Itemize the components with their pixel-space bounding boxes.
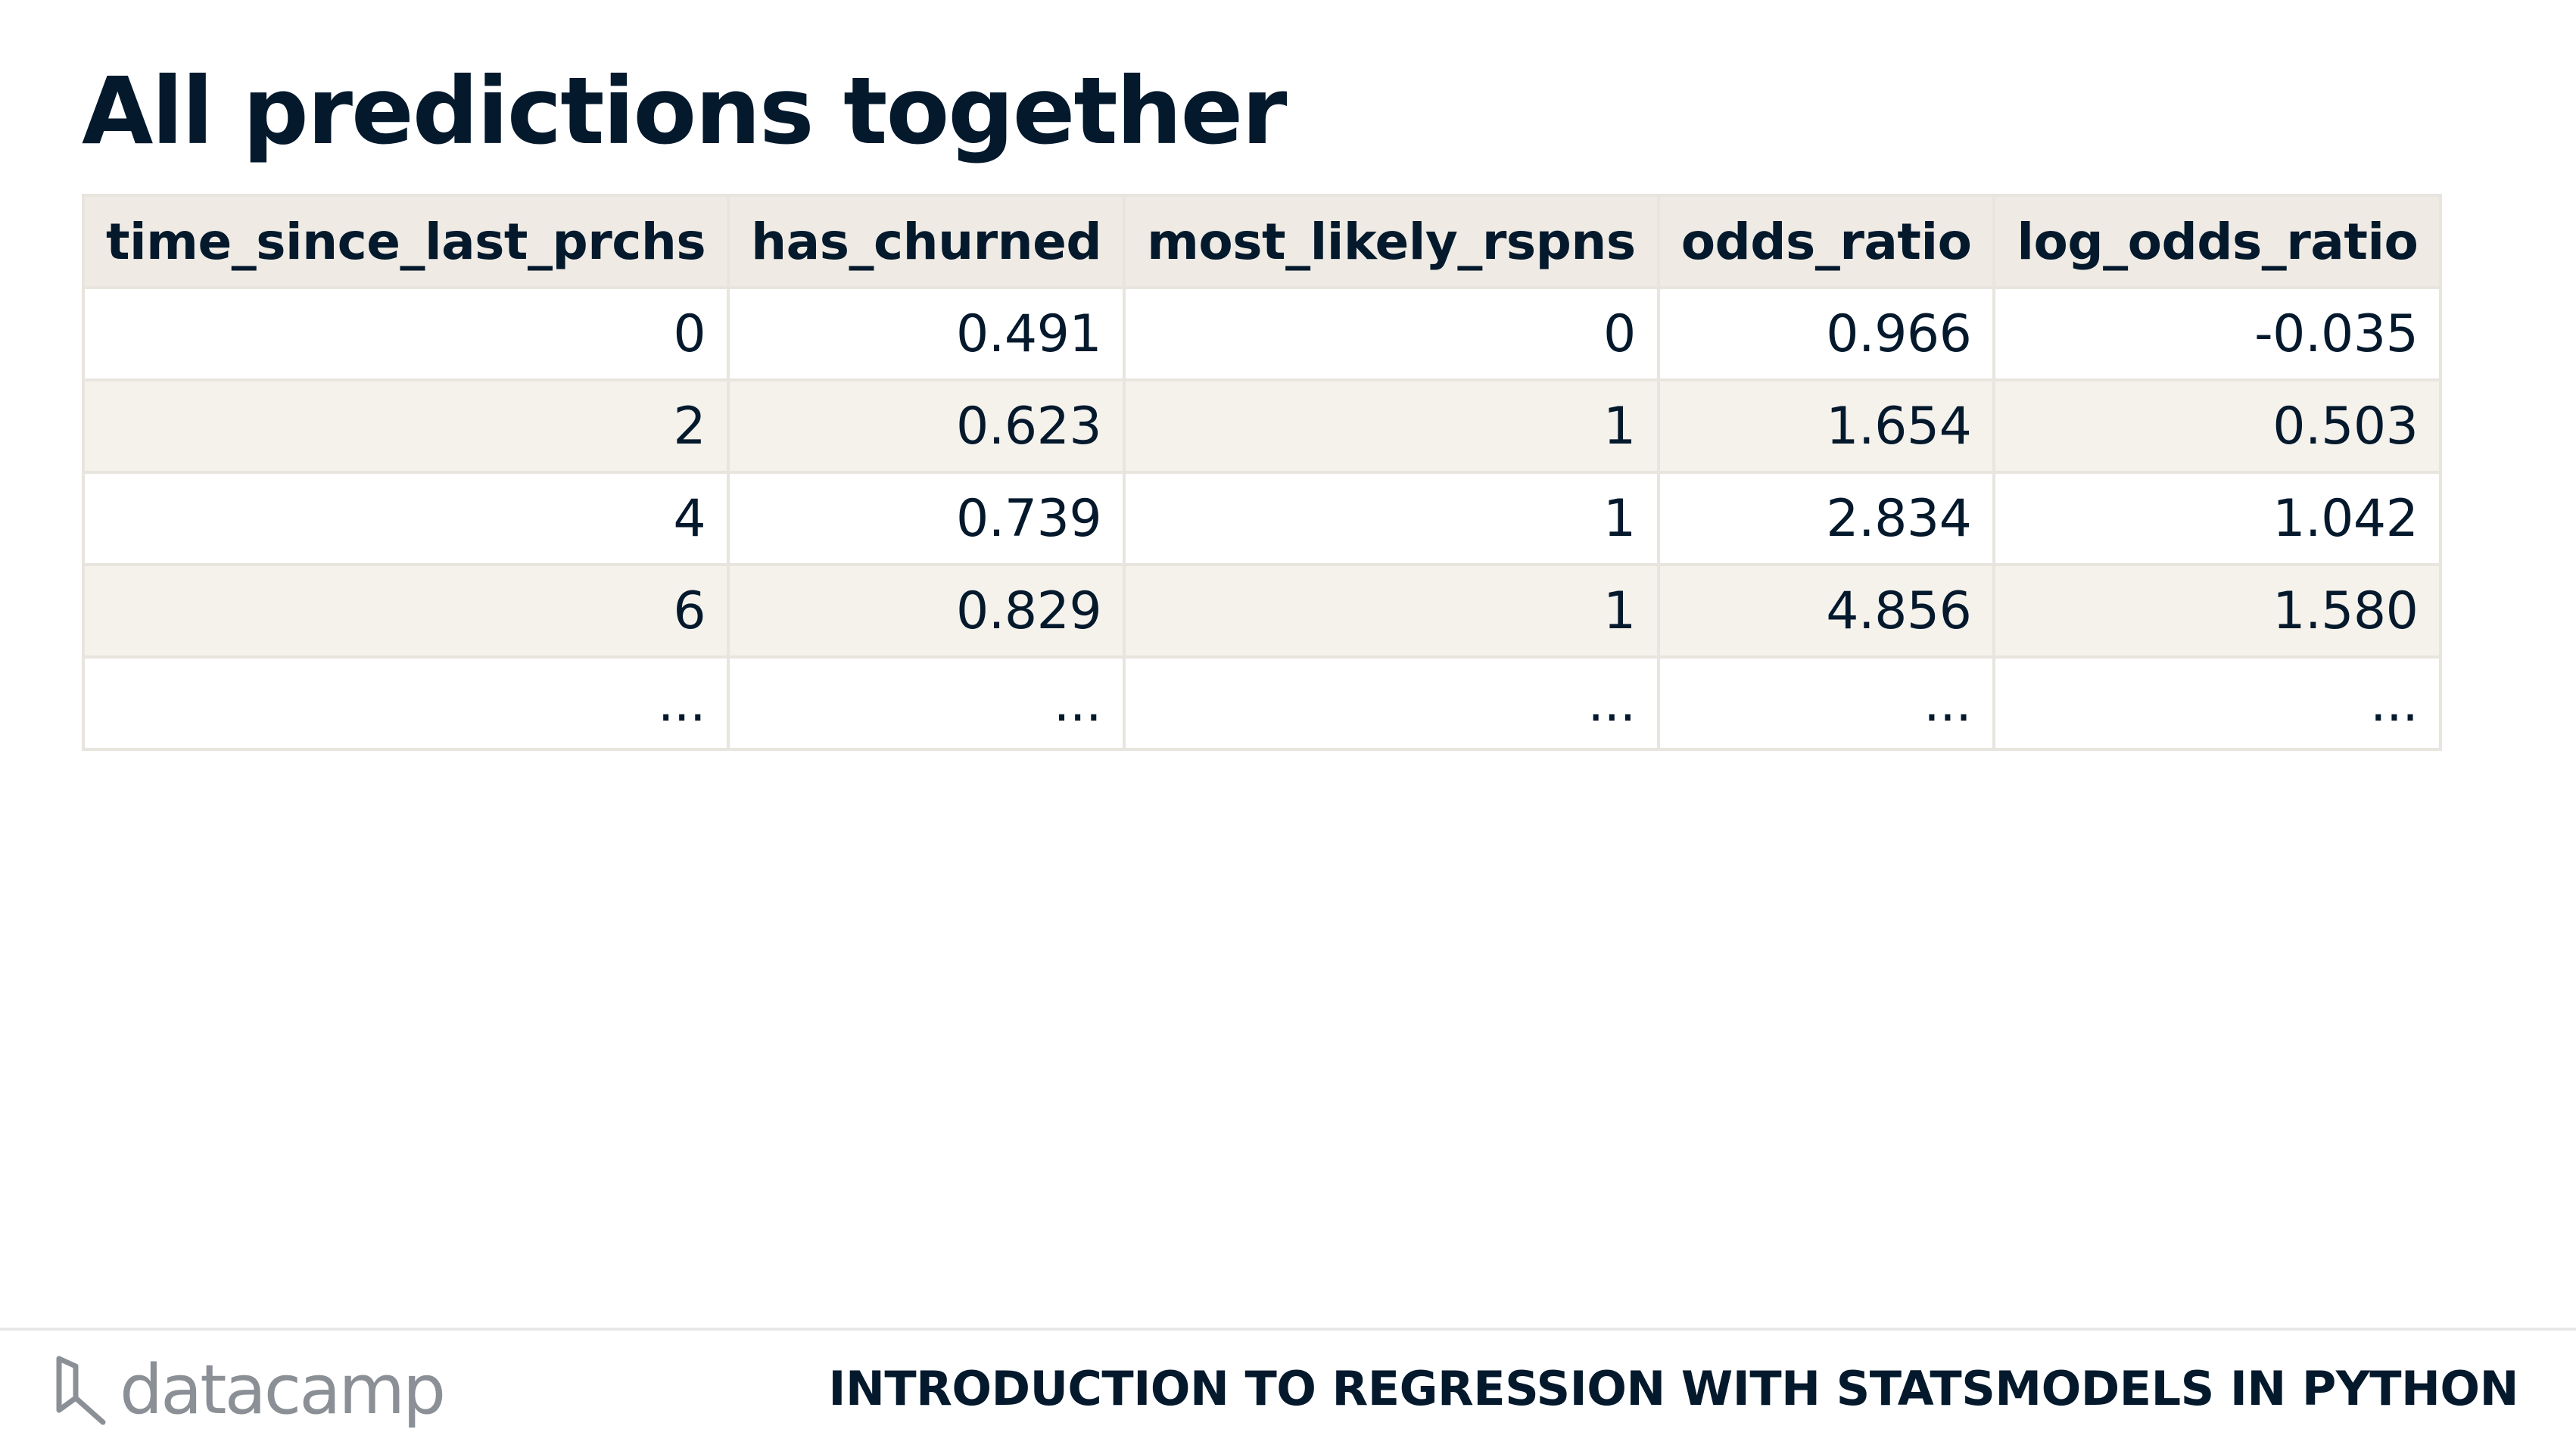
column-header-log-odds-ratio: log_odds_ratio	[1992, 194, 2443, 289]
table-cell: 4	[81, 471, 730, 566]
table-cell: 0.491	[727, 286, 1126, 381]
table-cell: 1	[1123, 471, 1660, 566]
slide-title: All predictions together	[82, 58, 1287, 165]
table-row: 6 0.829 1 4.856 1.580	[81, 563, 2443, 659]
table-cell: 1.654	[1656, 378, 1996, 474]
table-cell: ...	[1123, 655, 1660, 751]
datacamp-logo-icon	[56, 1356, 106, 1425]
datacamp-logo: datacamp	[53, 1349, 446, 1432]
column-header-time-since-last-prchs: time_since_last_prchs	[81, 194, 730, 289]
predictions-table-container: time_since_last_prchs has_churned most_l…	[81, 194, 2443, 751]
table-row: 0 0.491 0 0.966 -0.035	[81, 286, 2443, 381]
table-row-ellipsis: ... ... ... ... ...	[81, 655, 2443, 751]
table-cell: 0.829	[727, 563, 1126, 659]
table-cell: 0	[81, 286, 730, 381]
course-title: INTRODUCTION TO REGRESSION WITH STATSMOD…	[828, 1361, 2518, 1416]
table-cell: 0.623	[727, 378, 1126, 474]
column-header-odds-ratio: odds_ratio	[1656, 194, 1996, 289]
table-cell: 2.834	[1656, 471, 1996, 566]
table-cell: 1.580	[1992, 563, 2443, 659]
table-cell: ...	[81, 655, 730, 751]
table-cell: 1.042	[1992, 471, 2443, 566]
table-row: 4 0.739 1 2.834 1.042	[81, 471, 2443, 566]
table-cell: 1	[1123, 378, 1660, 474]
datacamp-wordmark: datacamp	[120, 1350, 446, 1430]
table-header-row: time_since_last_prchs has_churned most_l…	[81, 194, 2443, 289]
column-header-has-churned: has_churned	[727, 194, 1126, 289]
table-cell: 1	[1123, 563, 1660, 659]
table-cell: 0.503	[1992, 378, 2443, 474]
table-cell: ...	[1656, 655, 1996, 751]
table-cell: 4.856	[1656, 563, 1996, 659]
table-cell: 0.966	[1656, 286, 1996, 381]
table-cell: -0.035	[1992, 286, 2443, 381]
table-cell: 0.739	[727, 471, 1126, 566]
table-cell: ...	[727, 655, 1126, 751]
table-cell: 2	[81, 378, 730, 474]
predictions-table: time_since_last_prchs has_churned most_l…	[81, 194, 2443, 751]
table-cell: ...	[1992, 655, 2443, 751]
table-row: 2 0.623 1 1.654 0.503	[81, 378, 2443, 474]
table-cell: 6	[81, 563, 730, 659]
column-header-most-likely-rspns: most_likely_rspns	[1123, 194, 1660, 289]
table-cell: 0	[1123, 286, 1660, 381]
footer-divider	[0, 1328, 2576, 1331]
